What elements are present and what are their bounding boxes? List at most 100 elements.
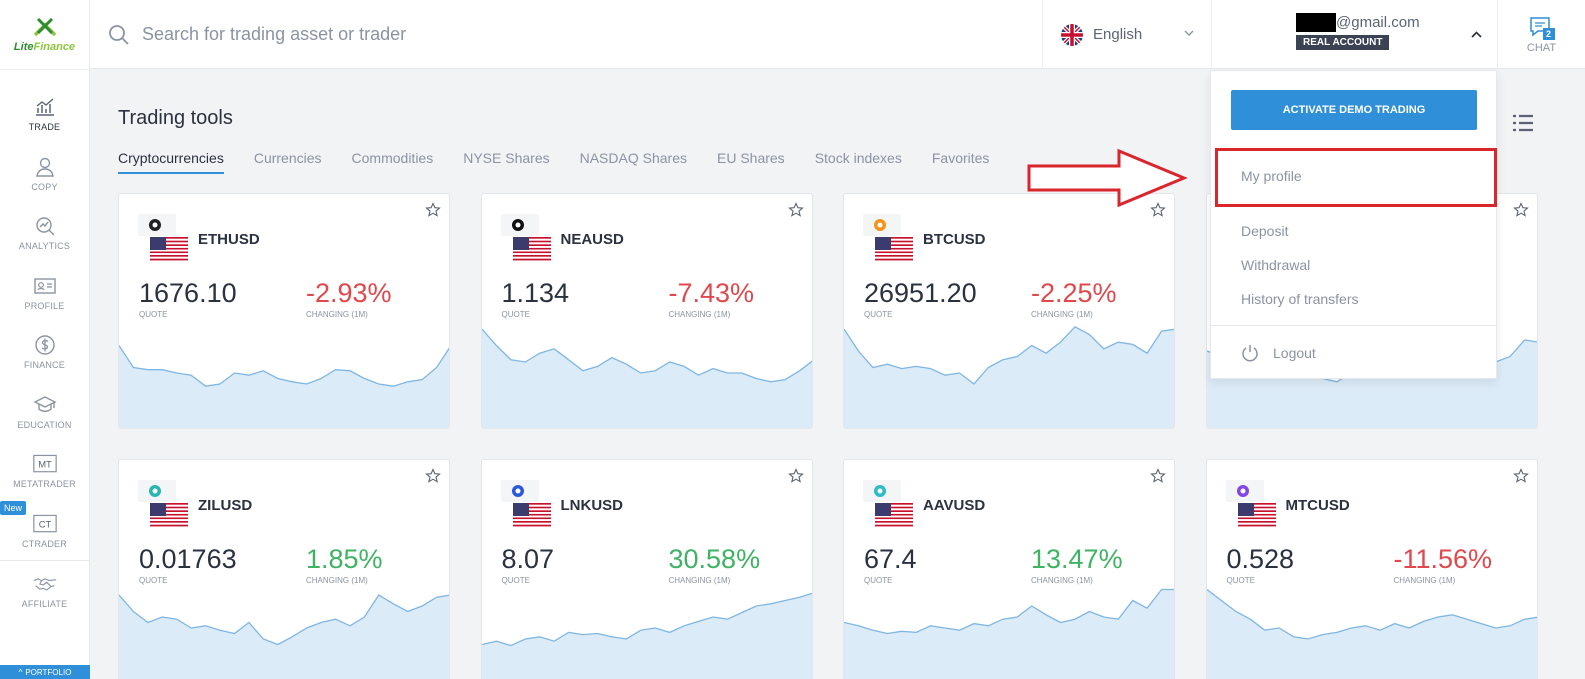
quote-label: QUOTE [501, 310, 530, 319]
change-label: CHANGING (1M) [1031, 310, 1093, 319]
sparkline-line [1206, 588, 1537, 640]
sidebar-item-profile[interactable]: PROFILE [0, 263, 89, 323]
sidebar-item-label: FINANCE [24, 360, 65, 371]
sparkline-line [119, 345, 449, 387]
asset-change: 1.85% [306, 544, 383, 574]
asset-symbol: ZILUSD [198, 497, 253, 514]
logo[interactable]: LiteFinance [0, 0, 89, 70]
chat-button[interactable]: 2 CHAT [1497, 0, 1585, 69]
analytics-icon [35, 217, 54, 236]
logout-label: Logout [1273, 345, 1316, 361]
star-icon[interactable] [425, 468, 441, 484]
quote-label: QUOTE [501, 576, 530, 585]
tab-cryptocurrencies[interactable]: Cryptocurrencies [118, 150, 224, 174]
portfolio-tab[interactable]: ^ PORTFOLIO [0, 665, 90, 679]
star-icon[interactable] [1512, 202, 1529, 218]
list-view-icon[interactable] [1512, 113, 1534, 133]
sidebar-item-affiliate[interactable]: AFFILIATE [0, 561, 89, 621]
asset-card[interactable]: NEAUSD 1.134 QUOTE -7.43% CHANGING (1M) [480, 193, 813, 429]
us-flag-icon [150, 237, 188, 261]
quote-label: QUOTE [139, 576, 168, 585]
sidebar-item-label: PROFILE [24, 300, 65, 311]
star-icon[interactable] [787, 202, 804, 218]
asset-card[interactable]: LNKUSD 8.07 QUOTE 30.58% CHANGING (1M) [480, 459, 813, 679]
sparkline-area [1206, 589, 1537, 679]
asset-card[interactable]: BTCUSD 26951.20 QUOTE -2.25% CHANGING (1… [843, 193, 1175, 429]
tab-nyse-shares[interactable]: NYSE Shares [463, 150, 550, 166]
search-input[interactable] [142, 24, 942, 45]
menu-item-deposit[interactable]: Deposit [1241, 223, 1289, 239]
graduation-cap-icon [32, 395, 57, 412]
tab-favorites[interactable]: Favorites [931, 150, 990, 166]
sidebar-item-label: AFFILIATE [21, 599, 68, 610]
logo-text: LiteFinance [13, 41, 76, 53]
ethereum-icon [138, 214, 176, 236]
sidebar-item-ctrader[interactable]: New CT CTRADER [0, 500, 89, 561]
menu-divider [1211, 325, 1496, 326]
menu-item-history-of-transfers[interactable]: History of transfers [1241, 291, 1359, 307]
star-icon[interactable] [1150, 202, 1166, 218]
uk-flag-icon [1061, 23, 1083, 46]
sidebar-item-label: METATRADER [13, 479, 76, 490]
us-flag-icon [150, 503, 188, 527]
asset-card[interactable]: ETHUSD 1676.10 QUOTE -2.93% CHANGING (1M… [118, 193, 450, 429]
asset-card[interactable]: MTCUSD 0.528 QUOTE -11.56% CHANGING (1M) [1205, 459, 1538, 679]
star-icon[interactable] [425, 202, 441, 218]
change-label: CHANGING (1M) [668, 310, 731, 319]
tab-commodities[interactable]: Commodities [351, 150, 434, 166]
sidebar-item-education[interactable]: EDUCATION [0, 382, 89, 442]
chat-icon: 2 [1529, 16, 1555, 40]
asset-change: -7.43% [668, 278, 755, 308]
star-icon[interactable] [787, 468, 804, 484]
bitcoin-icon [863, 214, 901, 236]
menu-item-my-profile[interactable]: My profile [1241, 168, 1302, 184]
asset-card[interactable]: ZILUSD 0.01763 QUOTE 1.85% CHANGING (1M) [118, 459, 450, 679]
star-icon[interactable] [1150, 468, 1166, 484]
chevron-up-icon[interactable] [1470, 28, 1483, 41]
sparkline-area [844, 326, 1174, 428]
sparkline-area [481, 593, 812, 679]
tab-currencies[interactable]: Currencies [253, 150, 322, 166]
asset-symbol: BTCUSD [923, 231, 986, 248]
us-flag-icon [512, 237, 551, 261]
sparkline-chart [844, 325, 1174, 428]
account-menu[interactable]: @gmail.com REAL ACCOUNT [1211, 0, 1497, 69]
aave-icon [863, 480, 901, 502]
dollar-icon [34, 335, 55, 355]
page-title: Trading tools [118, 107, 233, 129]
sparkline-chart [481, 328, 812, 428]
us-flag-icon [1237, 503, 1276, 527]
person-icon [35, 157, 54, 177]
sidebar-item-metatrader[interactable]: MT METATRADER [0, 441, 89, 501]
chainlink-icon [500, 480, 539, 502]
power-icon [1242, 345, 1258, 362]
menu-item-withdrawal[interactable]: Withdrawal [1241, 257, 1311, 273]
asset-quote: 26951.20 [864, 278, 977, 308]
activate-demo-button[interactable]: ACTIVATE DEMO TRADING [1231, 90, 1477, 130]
search-bar[interactable] [90, 0, 1042, 69]
asset-quote: 1676.10 [139, 278, 237, 308]
header: English @gmail.com REAL ACCOUNT 2 CHAT [90, 0, 1585, 69]
sidebar-item-trade[interactable]: TRADE [0, 84, 89, 144]
asset-quote: 8.07 [501, 544, 555, 574]
sparkline-line [481, 592, 812, 647]
tab-nasdaq-shares[interactable]: NASDAQ Shares [579, 150, 687, 166]
handshake-icon [33, 578, 56, 591]
sidebar-item-copy[interactable]: COPY [0, 144, 89, 204]
tab-eu-shares[interactable]: EU Shares [716, 150, 785, 166]
sidebar-item-analytics[interactable]: ANALYTICS [0, 203, 89, 263]
asset-card[interactable]: AAVUSD 67.4 QUOTE 13.47% CHANGING (1M) [843, 459, 1175, 679]
logout-button[interactable]: Logout [1241, 344, 1316, 362]
asset-change: -11.56% [1393, 544, 1493, 574]
sidebar-item-finance[interactable]: FINANCE [0, 322, 89, 382]
chart-icon [35, 98, 54, 116]
near-icon [500, 214, 539, 236]
sidebar-divider [0, 560, 89, 561]
asset-change: -2.25% [1031, 278, 1117, 308]
language-selector[interactable]: English [1042, 0, 1211, 69]
tab-stock-indexes[interactable]: Stock indexes [814, 150, 902, 166]
star-icon[interactable] [1512, 468, 1529, 484]
asset-quote: 67.4 [864, 544, 917, 574]
asset-quote: 0.01763 [139, 544, 237, 574]
id-card-icon [33, 278, 56, 294]
